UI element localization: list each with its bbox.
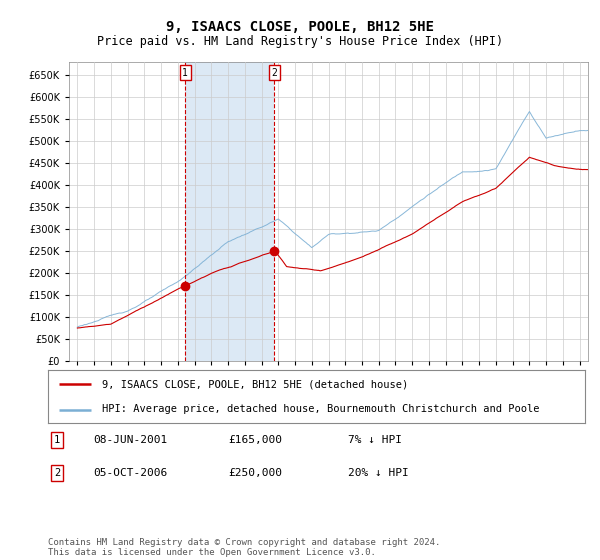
Text: 08-JUN-2001: 08-JUN-2001 <box>93 435 167 445</box>
Text: Price paid vs. HM Land Registry's House Price Index (HPI): Price paid vs. HM Land Registry's House … <box>97 35 503 48</box>
Text: 7% ↓ HPI: 7% ↓ HPI <box>348 435 402 445</box>
Text: Contains HM Land Registry data © Crown copyright and database right 2024.
This d: Contains HM Land Registry data © Crown c… <box>48 538 440 557</box>
Text: 1: 1 <box>182 68 188 78</box>
Text: 2: 2 <box>54 468 60 478</box>
Text: 1: 1 <box>54 435 60 445</box>
Bar <box>185 62 274 361</box>
Text: £165,000: £165,000 <box>228 435 282 445</box>
Text: 05-OCT-2006: 05-OCT-2006 <box>93 468 167 478</box>
Text: 9, ISAACS CLOSE, POOLE, BH12 5HE: 9, ISAACS CLOSE, POOLE, BH12 5HE <box>166 20 434 34</box>
Text: HPI: Average price, detached house, Bournemouth Christchurch and Poole: HPI: Average price, detached house, Bour… <box>102 404 539 414</box>
Text: 2: 2 <box>271 68 277 78</box>
Text: £250,000: £250,000 <box>228 468 282 478</box>
Text: 20% ↓ HPI: 20% ↓ HPI <box>348 468 409 478</box>
Text: 9, ISAACS CLOSE, POOLE, BH12 5HE (detached house): 9, ISAACS CLOSE, POOLE, BH12 5HE (detach… <box>102 380 408 390</box>
